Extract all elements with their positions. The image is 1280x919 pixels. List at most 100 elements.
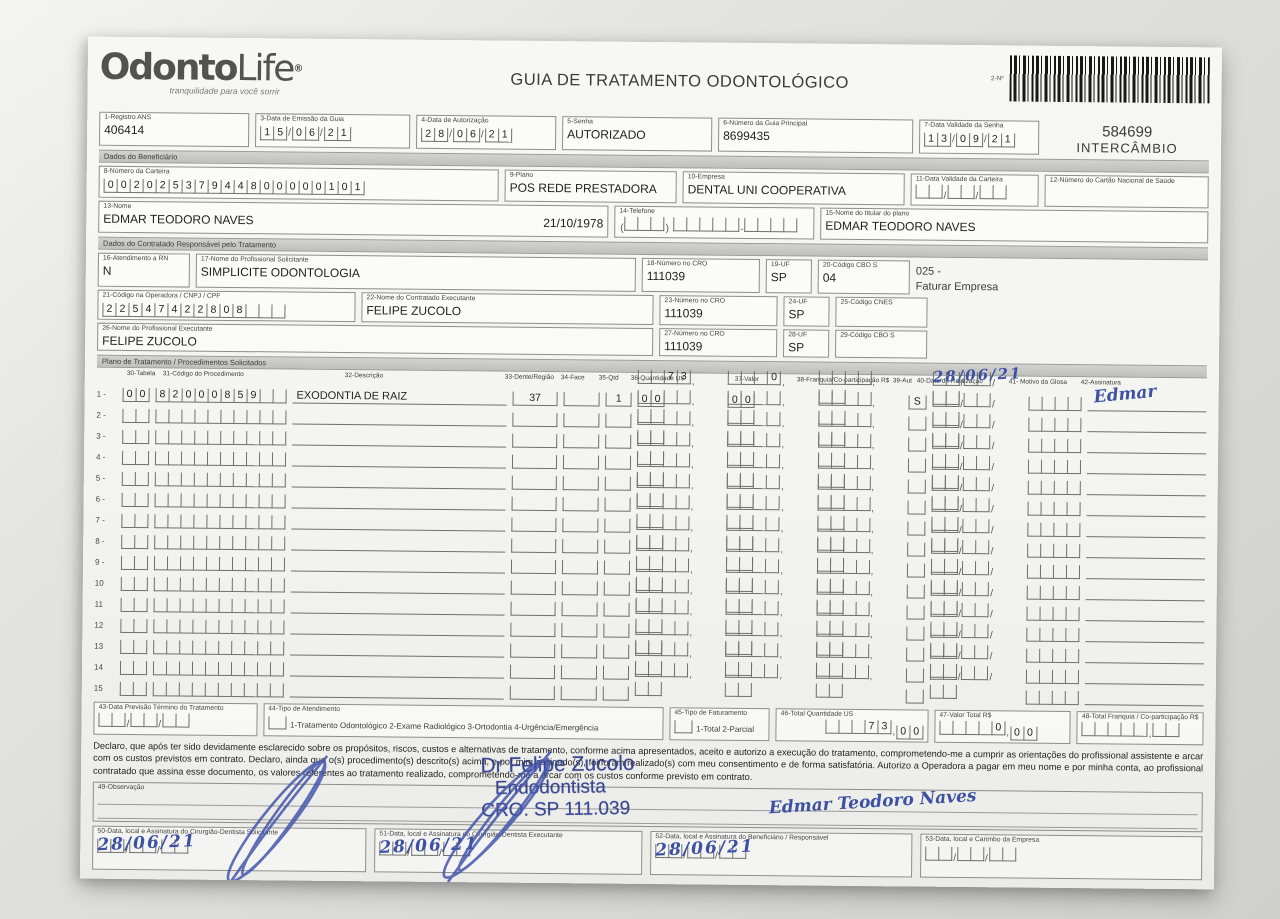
descricao-line xyxy=(290,557,505,574)
field-registro-ans: 1-Registro ANS 406414 xyxy=(99,111,250,148)
cell-dente xyxy=(511,475,558,490)
cells-data-realizacao: //28/06/21 xyxy=(932,364,1023,410)
cell-dente xyxy=(510,601,557,616)
descricao-line xyxy=(290,578,505,595)
field-cro-executante: 27-Número no CRO 111039 xyxy=(659,327,778,357)
cells-motivo-glosa xyxy=(1026,627,1080,642)
cells-codigo xyxy=(154,513,286,530)
field-assinatura-beneficiario: 52-Data, local e Assinatura do Beneficiá… xyxy=(650,830,913,878)
cells-codigo xyxy=(153,576,285,593)
cell-dente xyxy=(511,433,558,448)
field-cbo-solicitante: 20-Código CBO S 04 xyxy=(817,259,910,295)
field-empresa: 10-Empresa DENTAL UNI COOPERATIVA xyxy=(682,171,905,206)
descricao-line xyxy=(291,494,506,511)
cells-codigo xyxy=(153,597,285,614)
cell-aut xyxy=(907,521,926,536)
cells-codigo xyxy=(153,639,285,656)
tipo-faturamento-checkbox xyxy=(674,719,693,734)
field-tipo-faturamento: 45-Tipo de Faturamento 1-Total 2-Parcial xyxy=(669,706,770,741)
col-franquia: 38-Franquia/Co-participação R$ xyxy=(796,376,890,384)
descricao-line: EXODONTIA DE RAIZ xyxy=(292,389,507,406)
row-number: 9 - xyxy=(94,557,105,567)
cell-qtd xyxy=(603,665,630,680)
field-cbo-executante: 29-Código CBO S xyxy=(835,329,928,359)
cell-qtd xyxy=(605,413,632,428)
assinatura-line: Edmar xyxy=(1087,381,1207,413)
assinatura-line xyxy=(1085,563,1206,581)
cell-face xyxy=(563,433,600,449)
cell-face xyxy=(563,475,600,491)
cell-qtd xyxy=(605,455,632,470)
cell-dente xyxy=(511,412,558,427)
field-uf-solicitante: 19-UF SP xyxy=(765,259,812,294)
field-assinatura-executante: 51-Data, local e Assinatura do Cirurgião… xyxy=(374,828,643,875)
row-number: 4 - xyxy=(95,452,106,462)
row-number: 7 - xyxy=(95,515,105,525)
assinatura-line xyxy=(1085,605,1205,623)
cell-qtd xyxy=(604,539,631,554)
cells-tabela xyxy=(122,429,150,444)
cell-face xyxy=(563,412,600,428)
cell-face xyxy=(561,622,598,638)
cells-motivo-glosa xyxy=(1028,417,1082,432)
descricao-line xyxy=(290,599,505,616)
cell-dente xyxy=(510,517,557,532)
cells-motivo-glosa xyxy=(1028,396,1082,411)
beneficiario-row-2: 13-Nome EDMAR TEODORO NAVES 21/10/1978 14… xyxy=(98,200,1209,244)
cell-face xyxy=(562,559,599,575)
barcode-number-label: 2-Nº xyxy=(990,74,1004,82)
cell-dente xyxy=(509,643,556,658)
field-cro-contratado: 23-Número no CRO 111039 xyxy=(659,294,778,326)
col-codigo: 31-Código do Procedimento xyxy=(162,369,244,378)
cell-dente xyxy=(510,538,557,553)
cells-motivo-glosa xyxy=(1027,480,1081,495)
row-number: 6 - xyxy=(95,494,106,504)
odontolife-logo: OdontoLife® tranquilidade para você sorr… xyxy=(100,43,400,98)
barcode-icon xyxy=(1009,55,1210,104)
cell-face xyxy=(561,643,598,659)
assinatura-line xyxy=(1085,542,1206,560)
cells-tabela xyxy=(121,450,149,465)
logo-text-odonto: Odonto xyxy=(99,46,237,90)
cell-aut: S xyxy=(908,395,927,410)
row-number: 12 xyxy=(94,620,104,630)
cells-codigo xyxy=(154,492,286,509)
cells-tabela xyxy=(120,555,148,570)
cell-dente xyxy=(509,685,556,700)
field-senha: 5-Senha AUTORIZADO xyxy=(561,116,713,152)
descricao-line xyxy=(289,683,504,700)
assinatura-line xyxy=(1086,521,1206,539)
descricao-line xyxy=(291,515,506,532)
field-data-autorizacao: 4-Data de Autorização 2 8/0 6/2 1 xyxy=(416,114,557,151)
field-total-franquia: 48-Total Franquia / Co-participação R$ , xyxy=(1076,710,1204,746)
cell-dente xyxy=(511,496,558,511)
cell-face xyxy=(561,664,598,680)
cell-qtd xyxy=(604,518,631,533)
cell-face xyxy=(562,580,599,596)
cell-aut xyxy=(906,542,925,557)
col-aut: 39-Aut xyxy=(892,377,912,385)
cell-qtd xyxy=(604,560,631,575)
cells-tabela xyxy=(121,513,149,528)
field-previsao-termino: 43-Data Previsão Término do Tratamento /… xyxy=(93,701,258,736)
cells-motivo-glosa xyxy=(1027,522,1081,537)
cells-data-realizacao: / / xyxy=(929,665,1019,704)
cells-codigo xyxy=(152,681,284,698)
top-fields-row: 1-Registro ANS 406414 3-Data de Emissão … xyxy=(99,111,1209,157)
field-codigo-cnes: 25-Código CNES xyxy=(835,296,928,328)
col-dente: 33-Dente/Região xyxy=(504,373,555,381)
field-tipo-atendimento: 44-Tipo de Atendimento 1-Tratamento Odon… xyxy=(262,702,664,740)
barcode-block: 2-Nº xyxy=(959,51,1210,104)
col-valor: 37-Valor xyxy=(734,375,759,383)
field-plano: 9-Plano POS REDE PRESTADORA xyxy=(504,169,677,204)
descricao-line xyxy=(291,536,505,553)
guide-number: 584699 xyxy=(1102,123,1153,141)
cells-codigo xyxy=(154,450,286,467)
descricao-line xyxy=(291,452,506,469)
cells-tabela xyxy=(120,639,148,654)
cells-codigo xyxy=(154,534,286,551)
